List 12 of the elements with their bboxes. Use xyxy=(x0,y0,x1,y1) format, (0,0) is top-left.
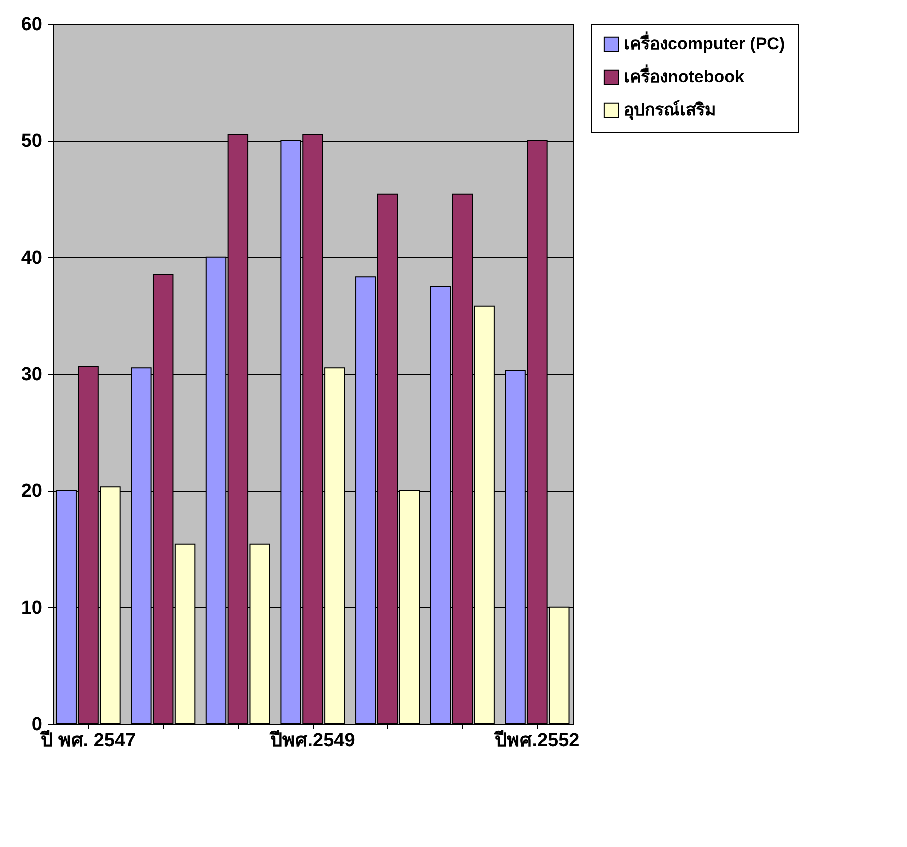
y-tick-label: 10 xyxy=(21,598,42,619)
x-tick-label: ปีพศ.2552 xyxy=(494,730,580,752)
x-tick-label: ปี พศ. 2547 xyxy=(40,730,136,752)
legend-label: เครื่องcomputer (PC) xyxy=(624,32,786,54)
y-tick-label: 20 xyxy=(21,481,42,502)
legend-label: เครื่องnotebook xyxy=(624,64,746,86)
y-tick-label: 50 xyxy=(21,131,42,152)
x-tick-label: ปีพศ.2549 xyxy=(270,730,356,752)
legend-label: อุปกรณ์เสริม xyxy=(624,100,716,120)
y-tick-label: 40 xyxy=(21,248,42,269)
y-tick-label: 30 xyxy=(21,364,42,386)
y-tick-label: 60 xyxy=(21,14,42,36)
